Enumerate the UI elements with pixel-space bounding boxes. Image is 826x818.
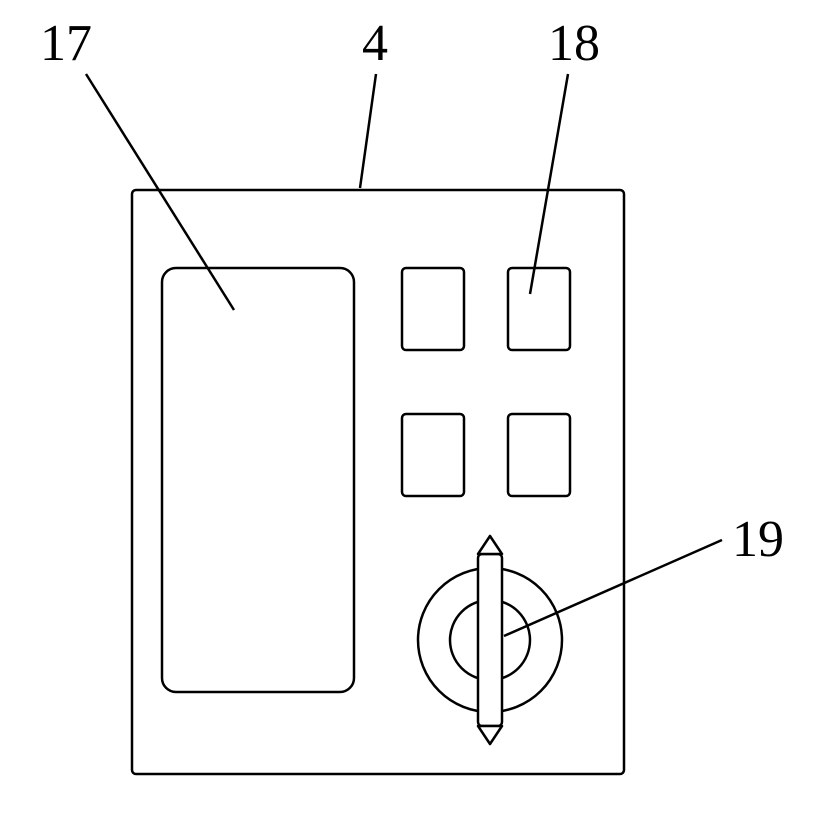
label-17: 17	[40, 15, 92, 72]
button-2	[508, 268, 570, 350]
label-4: 4	[362, 15, 388, 72]
dial-handle-tip-top	[478, 536, 502, 554]
label-19: 19	[732, 511, 784, 568]
button-grid	[402, 268, 570, 496]
leader-l18	[530, 74, 568, 294]
panel-outline	[132, 190, 624, 774]
leader-l19	[504, 540, 722, 636]
button-3	[402, 414, 464, 496]
dial-handle-tip-bottom	[478, 726, 502, 744]
leader-lines	[86, 74, 722, 636]
control-panel-diagram: 17 4 18 19	[0, 0, 826, 818]
rotary-dial	[418, 536, 562, 744]
leader-l4	[360, 74, 376, 188]
leader-l17	[86, 74, 234, 310]
button-1	[402, 268, 464, 350]
display-screen	[162, 268, 354, 692]
button-4	[508, 414, 570, 496]
label-18: 18	[548, 15, 600, 72]
dial-handle	[478, 554, 502, 726]
